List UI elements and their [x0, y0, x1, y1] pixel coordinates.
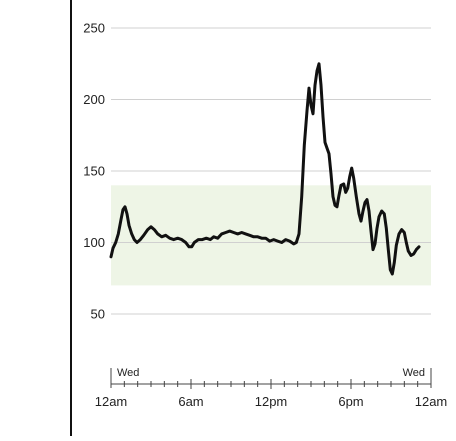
x-tick-label-1: 6am: [178, 394, 203, 409]
series-line: [109, 62, 421, 276]
day-labels: Wed Wed: [117, 367, 425, 379]
y-tick-label-50: 50: [91, 307, 105, 322]
x-tick-label-2: 12pm: [255, 394, 288, 409]
day-label-0: Wed: [117, 367, 139, 379]
day-label-1: Wed: [403, 367, 425, 379]
y-tick-label-150: 150: [83, 164, 105, 179]
x-axis-labels: 12am 6am 12pm 6pm 12am: [95, 394, 448, 409]
gridlines: [111, 27, 431, 315]
y-tick-label-200: 200: [83, 92, 105, 107]
x-tick-label-4: 12am: [415, 394, 448, 409]
y-tick-label-100: 100: [83, 235, 105, 250]
x-axis: [110, 368, 432, 389]
x-tick-label-3: 6pm: [338, 394, 363, 409]
y-tick-label-250: 250: [83, 21, 105, 36]
x-tick-label-0: 12am: [95, 394, 128, 409]
y-axis-labels: 50 100 150 200 250: [83, 21, 105, 322]
